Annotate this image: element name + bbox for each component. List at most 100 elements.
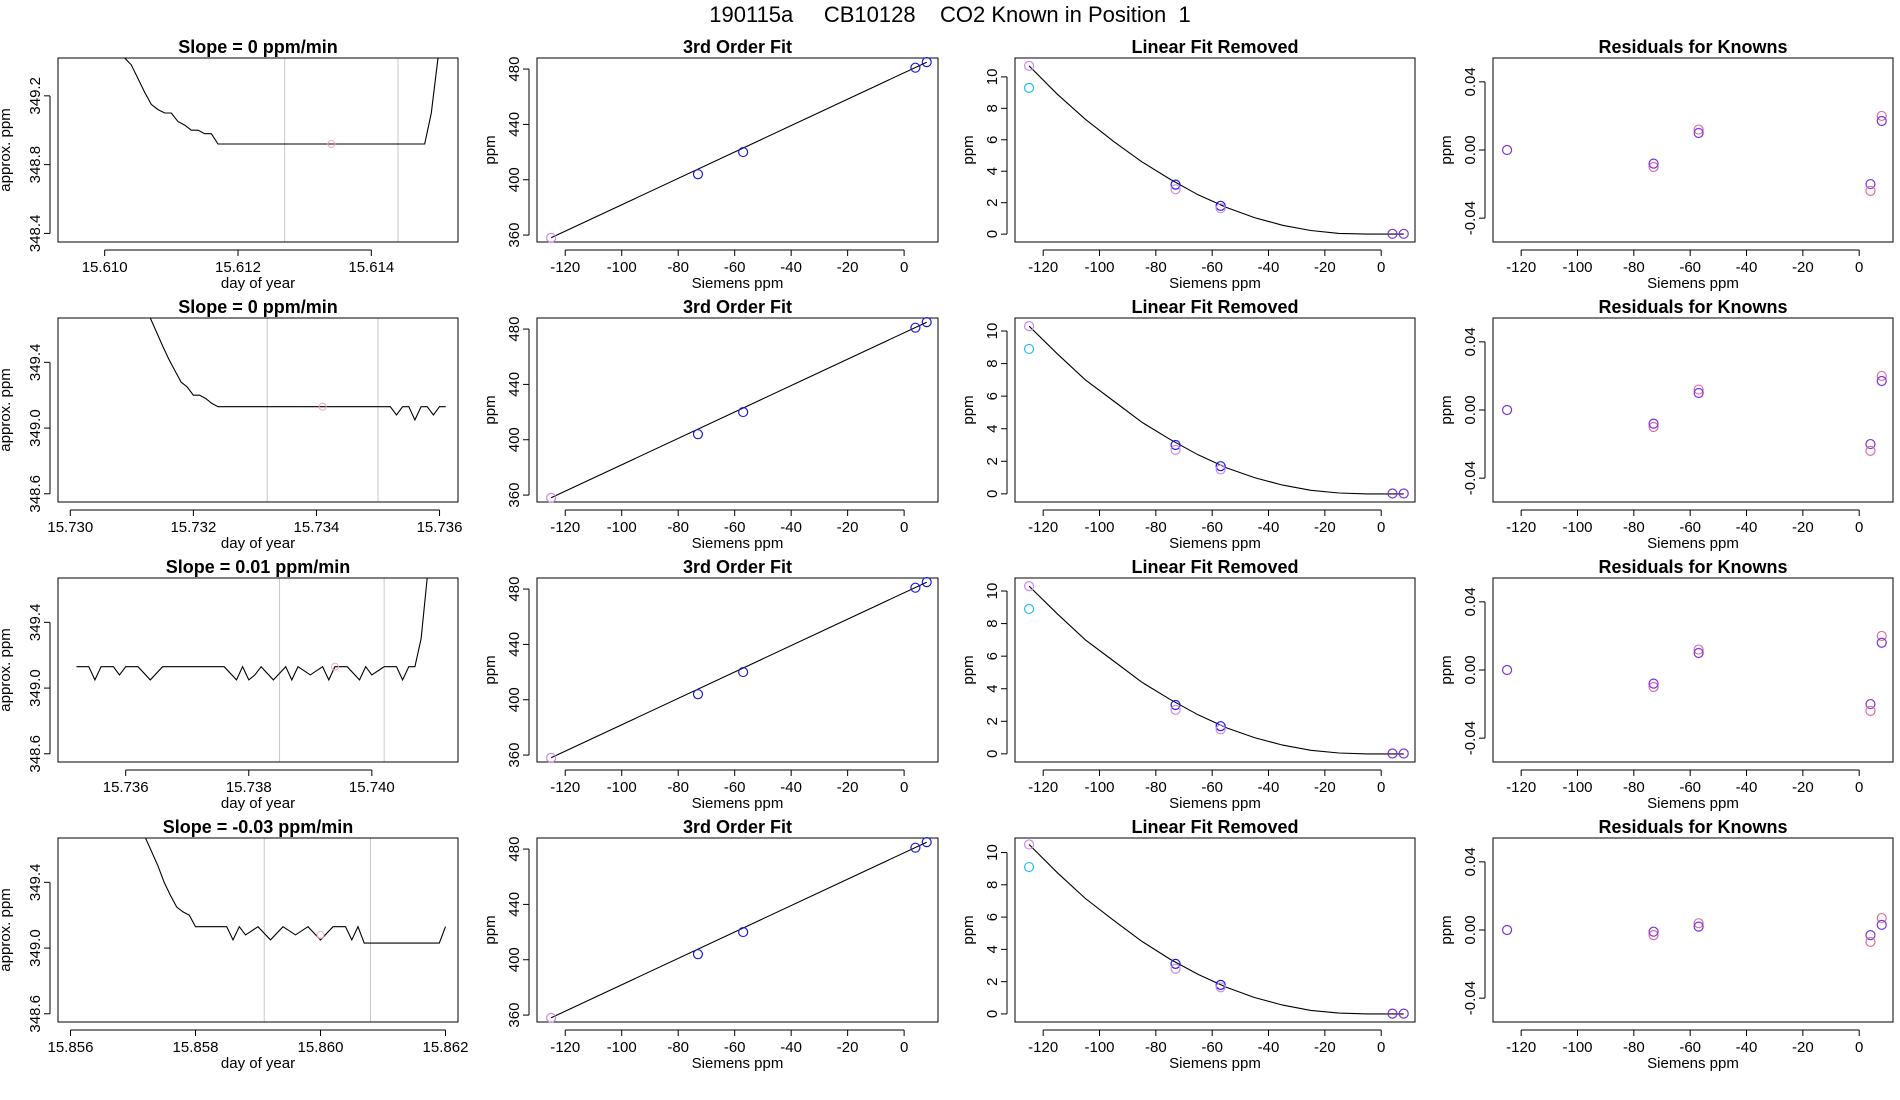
y-tick-label: 8 xyxy=(984,881,1001,889)
x-tick-label: -80 xyxy=(667,779,689,796)
x-tick-label: 15.856 xyxy=(48,1039,94,1056)
data-point xyxy=(1693,387,1704,399)
x-tick-label: 15.858 xyxy=(173,1039,219,1056)
data-line xyxy=(149,318,446,422)
x-tick-label: -100 xyxy=(1084,779,1114,796)
y-tick-label: -0.04 xyxy=(1462,201,1479,235)
data-point xyxy=(1215,203,1226,214)
y-tick-label: 0 xyxy=(984,230,1001,238)
panel-title: Slope = 0.01 ppm/min xyxy=(166,557,351,577)
fit-curve xyxy=(1028,844,1404,1015)
x-tick-label: -120 xyxy=(1506,519,1536,536)
y-tick-label: 6 xyxy=(984,652,1001,660)
x-tick-label: 15.612 xyxy=(215,259,261,276)
y-tick-label: 2 xyxy=(984,199,1001,207)
data-point xyxy=(1876,115,1887,127)
data-point xyxy=(738,146,749,158)
x-tick-label: -60 xyxy=(1679,519,1701,536)
x-tick-label: -20 xyxy=(837,519,859,536)
x-tick-label: -100 xyxy=(607,1039,637,1056)
x-tick-label: 0 xyxy=(900,519,908,536)
x-tick-label: -60 xyxy=(1201,519,1223,536)
y-tick-label: 360 xyxy=(506,483,523,508)
x-tick-label: -80 xyxy=(1145,259,1167,276)
data-point xyxy=(921,57,932,68)
x-tick-label: -80 xyxy=(667,519,689,536)
x-tick-label: -60 xyxy=(724,259,746,276)
x-axis-label: Siemens ppm xyxy=(692,795,784,812)
data-point xyxy=(1215,979,1226,990)
panel-title: Slope = 0 ppm/min xyxy=(178,37,338,57)
y-tick-label: 4 xyxy=(984,167,1001,175)
y-tick-label: 360 xyxy=(506,1003,523,1028)
x-tick-label: -20 xyxy=(1314,519,1336,536)
x-axis-label: Siemens ppm xyxy=(692,1055,784,1072)
x-tick-label: 0 xyxy=(1855,1039,1863,1056)
y-tick-label: 349.4 xyxy=(27,864,44,902)
x-tick-label: -120 xyxy=(550,779,580,796)
data-point xyxy=(1398,1008,1409,1019)
x-tick-label: -120 xyxy=(1028,1039,1058,1056)
data-point xyxy=(1023,603,1035,615)
x-tick-label: -100 xyxy=(607,259,637,276)
x-tick-label: -20 xyxy=(837,259,859,276)
plot-frame xyxy=(1014,577,1416,763)
x-tick-label: -120 xyxy=(550,1039,580,1056)
y-axis-label: approx. ppm xyxy=(0,628,14,711)
data-point xyxy=(1648,158,1659,169)
x-tick-label: -120 xyxy=(1028,259,1058,276)
x-tick-label: -80 xyxy=(1623,259,1645,276)
y-tick-label: 6 xyxy=(984,392,1001,400)
y-tick-label: 8 xyxy=(984,359,1001,367)
data-point xyxy=(692,689,704,700)
x-tick-label: -40 xyxy=(1258,1039,1280,1056)
x-tick-label: -20 xyxy=(1314,1039,1336,1056)
x-tick-label: -40 xyxy=(1736,779,1758,796)
plot-frame xyxy=(57,577,459,763)
y-axis-label: ppm xyxy=(960,915,977,944)
data-point xyxy=(1865,178,1876,190)
x-tick-label: -20 xyxy=(1314,779,1336,796)
x-axis-label: Siemens ppm xyxy=(1647,535,1739,552)
figure-title: 190115a CB10128 CO2 Known in Position 1 xyxy=(709,2,1191,27)
x-axis-label: Siemens ppm xyxy=(1169,1055,1261,1072)
x-tick-label: 15.734 xyxy=(294,519,340,536)
data-point xyxy=(1215,461,1226,472)
x-tick-label: -80 xyxy=(1145,519,1167,536)
data-point xyxy=(1023,839,1035,850)
y-axis-label: ppm xyxy=(482,655,499,684)
data-point xyxy=(1693,918,1704,929)
x-tick-label: -100 xyxy=(1084,259,1114,276)
y-tick-label: 2 xyxy=(984,717,1001,725)
plot-frame xyxy=(57,317,459,503)
y-tick-label: 400 xyxy=(506,947,523,972)
panel-title: Residuals for Knowns xyxy=(1598,557,1787,577)
x-tick-label: -40 xyxy=(1736,519,1758,536)
data-point xyxy=(1170,444,1181,455)
x-tick-label: -60 xyxy=(1201,1039,1223,1056)
data-point xyxy=(1501,924,1513,936)
data-point xyxy=(1648,930,1659,941)
data-point xyxy=(1023,321,1035,332)
x-tick-label: -120 xyxy=(1506,779,1536,796)
y-tick-label: 0 xyxy=(984,750,1001,758)
panel-title: Residuals for Knowns xyxy=(1598,297,1787,317)
x-tick-label: 15.862 xyxy=(423,1039,469,1056)
panel-title: Slope = 0 ppm/min xyxy=(178,297,338,317)
y-tick-label: 0.00 xyxy=(1462,915,1479,944)
x-axis-label: Siemens ppm xyxy=(692,275,784,292)
x-tick-label: -40 xyxy=(780,1039,802,1056)
y-tick-label: 349.0 xyxy=(27,409,44,447)
x-tick-label: -80 xyxy=(1623,779,1645,796)
data-point xyxy=(1387,1008,1398,1019)
x-tick-label: -20 xyxy=(837,1039,859,1056)
data-point xyxy=(1876,370,1887,382)
x-tick-label: 15.736 xyxy=(417,519,463,536)
panel-title: Linear Fit Removed xyxy=(1131,297,1298,317)
x-tick-label: -40 xyxy=(1736,259,1758,276)
x-tick-label: -80 xyxy=(1145,779,1167,796)
y-tick-label: 0 xyxy=(984,490,1001,498)
data-point xyxy=(1648,926,1659,937)
plot-frame xyxy=(536,317,939,503)
